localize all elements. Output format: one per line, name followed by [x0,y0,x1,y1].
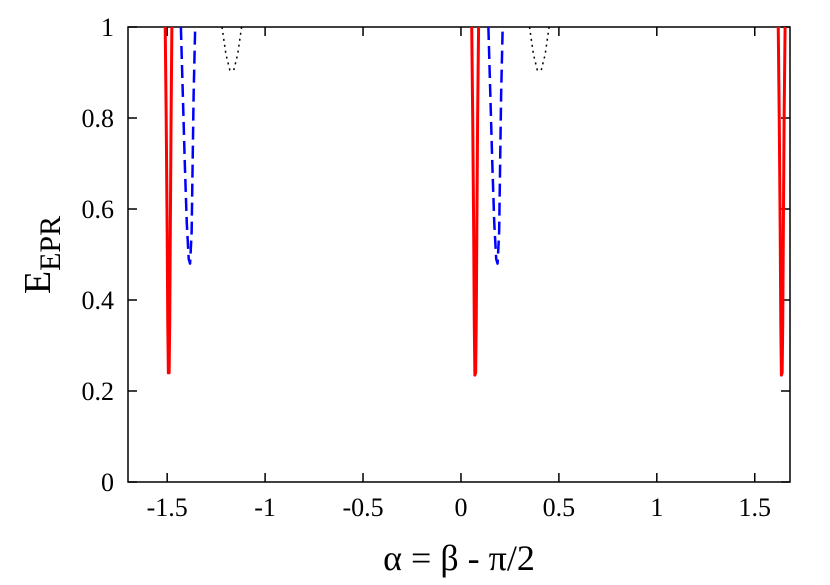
series-solid-line [776,26,787,377]
x-tick-label: -1 [254,493,276,522]
plot-area-border [127,26,791,483]
series-layer [163,26,787,377]
series-solid-line [470,26,481,377]
x-tick-label: -1.5 [147,493,188,522]
x-axis-label: α = β - π/2 [383,538,535,578]
x-tick-label: 0 [454,493,467,522]
y-axis-ticks: 0 0.2 0.4 0.6 0.8 1 [82,13,790,497]
y-axis-label: EEPR [17,216,67,294]
y-tick-label: 0.8 [82,104,115,133]
series-dotted-line [221,26,243,71]
series-dashed-line [487,26,504,265]
x-tick-label: 1.5 [738,493,771,522]
x-tick-label: 1 [650,493,663,522]
y-tick-label: 0.6 [82,195,115,224]
x-tick-label: -0.5 [342,493,383,522]
y-tick-label: 1 [101,13,114,42]
y-tick-label: 0 [101,468,114,497]
plot-frame [127,26,791,483]
x-axis-ticks: -1.5 -1 -0.5 0 0.5 1 1.5 [147,27,771,522]
y-axis-label-main: E [17,271,59,294]
y-tick-label: 0.4 [82,286,115,315]
y-tick-label: 0.2 [82,377,115,406]
series-solid-line [163,26,174,375]
x-tick-label: 0.5 [543,493,576,522]
y-axis-label-sub: EPR [34,216,67,271]
series-dotted-line [528,26,550,71]
series-dashed-line [179,26,197,265]
